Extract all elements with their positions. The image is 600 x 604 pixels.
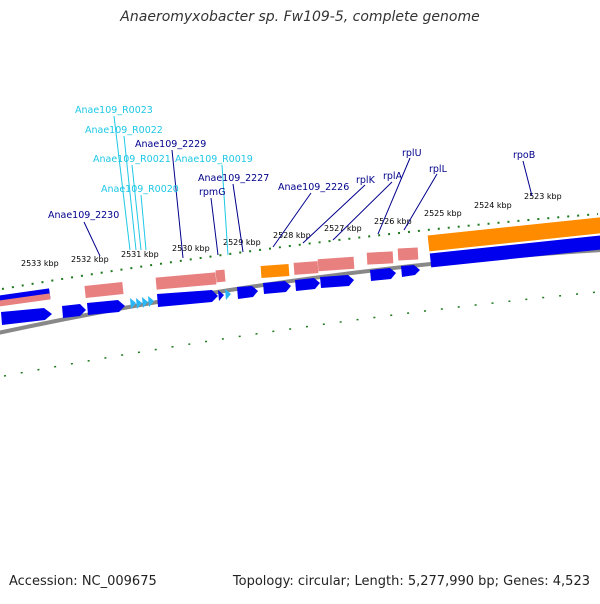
gene-block-pink-1[interactable] <box>84 282 124 298</box>
scale-label: 2527 kbp <box>324 224 362 233</box>
map-title: Anaeromyxobacter sp. Fw109-5, complete g… <box>120 9 480 25</box>
leader-R0021 <box>131 164 142 251</box>
leader-rplK <box>302 184 366 244</box>
gene-block-orange-2226[interactable] <box>260 264 290 278</box>
gene-block-pink-2229[interactable] <box>155 272 217 290</box>
leader-2226 <box>272 192 312 248</box>
scale-label: 2530 kbp <box>172 244 210 253</box>
gene-label-R0019[interactable]: Anae109_R0019 <box>175 154 253 165</box>
gene-block-pink-rplK[interactable] <box>293 261 319 275</box>
accession-text: Accession: NC_009675 <box>9 574 157 589</box>
cds-arrow-10[interactable] <box>370 268 396 281</box>
gene-block-2230-pink[interactable] <box>0 293 51 307</box>
gene-block-blue-rpoB[interactable] <box>429 234 600 268</box>
scale-labels: 2533 kbp 2532 kbp 2531 kbp 2530 kbp 2529… <box>21 192 562 268</box>
leader-2230 <box>83 221 101 257</box>
gene-label-R0022[interactable]: Anae109_R0022 <box>85 125 163 136</box>
gene-label-rplA[interactable]: rplA <box>383 171 403 182</box>
gene-block-orange-rpoB[interactable] <box>427 216 600 252</box>
gene-label-rplL[interactable]: rplL <box>429 164 448 175</box>
rna-arrow-1[interactable] <box>130 298 136 309</box>
leader-R0019 <box>221 164 229 256</box>
leader-R0022 <box>123 135 137 251</box>
rna-arrow-2[interactable] <box>136 298 142 309</box>
scale-tick-track <box>1 213 599 290</box>
cds-arrow-7[interactable] <box>263 281 291 294</box>
gene-label-2226[interactable]: Anae109_2226 <box>278 182 349 193</box>
gene-label-2229[interactable]: Anae109_2229 <box>135 139 206 150</box>
gene-labels: Anae109_R0023 Anae109_R0022 Anae109_R002… <box>48 105 535 221</box>
gene-label-rpmG[interactable]: rpmG <box>199 187 226 198</box>
leader-2229 <box>171 149 184 259</box>
scale-label: 2525 kbp <box>424 209 462 218</box>
leader-lines <box>83 115 533 259</box>
leader-rplA <box>332 181 393 241</box>
leader-rplU <box>377 157 411 235</box>
genome-summary-text: Topology: circular; Length: 5,277,990 bp… <box>232 574 590 589</box>
gene-label-R0021[interactable]: Anae109_R0021 <box>93 154 171 165</box>
rna-arrow-4[interactable] <box>148 296 154 307</box>
gene-block-pink-rplJ[interactable] <box>366 251 394 265</box>
gene-block-pink-rplA[interactable] <box>317 256 355 272</box>
leader-rplL <box>403 173 438 231</box>
gene-block-pink-2228[interactable] <box>215 269 226 283</box>
cds-arrow-6[interactable] <box>237 286 258 299</box>
cds-arrow-3[interactable] <box>87 300 125 315</box>
gene-label-2230[interactable]: Anae109_2230 <box>48 210 119 221</box>
rna-arrow-5[interactable] <box>225 289 231 300</box>
feature-row-lower <box>1 265 420 325</box>
gene-label-rplU[interactable]: rplU <box>402 148 422 159</box>
scale-label: 2524 kbp <box>474 201 512 210</box>
cds-arrow-5[interactable] <box>218 290 224 301</box>
rna-arrow-3[interactable] <box>142 297 148 308</box>
gene-label-R0020[interactable]: Anae109_R0020 <box>101 184 179 195</box>
cds-arrow-1[interactable] <box>1 308 52 325</box>
leader-R0020 <box>140 194 147 251</box>
cds-arrow-2[interactable] <box>62 304 86 318</box>
gene-label-R0023[interactable]: Anae109_R0023 <box>75 105 153 116</box>
scale-label: 2526 kbp <box>374 217 412 226</box>
gene-label-2227[interactable]: Anae109_2227 <box>198 173 269 184</box>
scale-label: 2531 kbp <box>121 250 159 259</box>
leader-rpoB <box>522 160 533 197</box>
leader-rpmG <box>210 197 219 256</box>
cds-arrow-8[interactable] <box>295 278 320 291</box>
scale-label: 2532 kbp <box>71 255 109 264</box>
scale-label: 2523 kbp <box>524 192 562 201</box>
cds-arrow-9[interactable] <box>320 275 354 288</box>
cds-arrow-4[interactable] <box>157 290 218 307</box>
cds-arrow-11[interactable] <box>401 265 420 277</box>
gene-label-rplK[interactable]: rplK <box>356 175 376 186</box>
gene-label-rpoB[interactable]: rpoB <box>513 150 535 161</box>
scale-label: 2528 kbp <box>273 231 311 240</box>
scale-label: 2533 kbp <box>21 259 59 268</box>
feature-row-upper <box>0 216 600 307</box>
gene-block-pink-rplL[interactable] <box>397 247 419 261</box>
leader-2227 <box>232 183 244 253</box>
leader-R0023 <box>113 115 131 251</box>
